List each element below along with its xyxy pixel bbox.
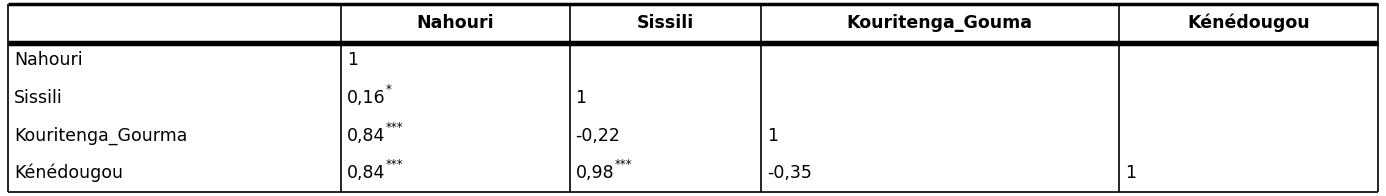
Text: 0,98: 0,98 (575, 164, 614, 182)
Text: Kénédougou: Kénédougou (1186, 14, 1310, 32)
Text: ***: *** (385, 121, 403, 134)
Text: 1: 1 (1125, 164, 1135, 182)
Text: Kénédougou: Kénédougou (14, 164, 123, 182)
Text: -0,35: -0,35 (766, 164, 812, 182)
Text: Kouritenga_Gourma: Kouritenga_Gourma (14, 126, 187, 145)
Text: -0,22: -0,22 (575, 127, 621, 145)
Text: Sissili: Sissili (14, 89, 62, 107)
Text: 0,84: 0,84 (348, 164, 385, 182)
Text: Kouritenga_Gouma: Kouritenga_Gouma (847, 14, 1033, 32)
Text: Sissili: Sissili (636, 14, 694, 32)
Text: 1: 1 (575, 89, 586, 107)
Text: 1: 1 (348, 51, 358, 69)
Text: Nahouri: Nahouri (417, 14, 495, 32)
Text: ***: *** (385, 158, 403, 172)
Text: 1: 1 (766, 127, 778, 145)
Text: Nahouri: Nahouri (14, 51, 83, 69)
Text: 0,84: 0,84 (348, 127, 385, 145)
Text: 0,16: 0,16 (348, 89, 385, 107)
Text: ***: *** (614, 158, 632, 172)
Text: *: * (385, 83, 392, 96)
